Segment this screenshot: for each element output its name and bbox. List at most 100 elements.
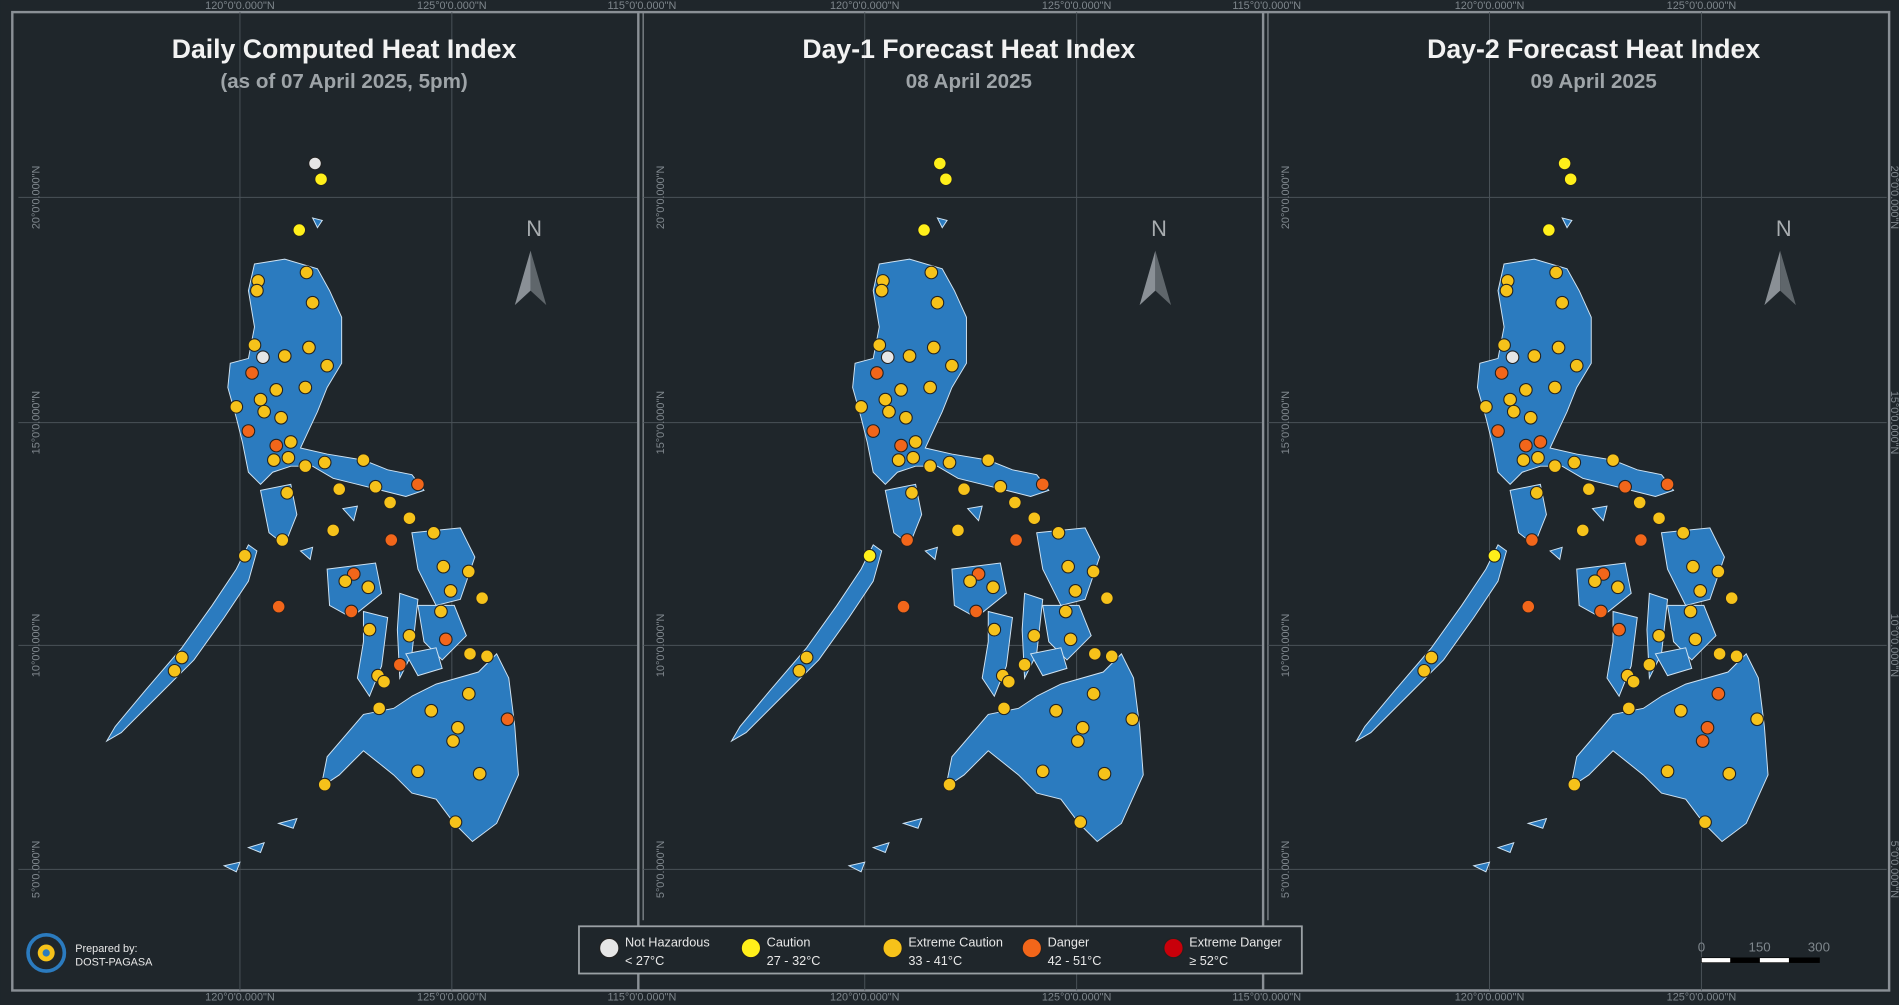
station-dot [1618, 479, 1632, 494]
station-dot [377, 674, 391, 689]
station-dot [1693, 584, 1708, 598]
station-dot [361, 580, 376, 595]
scale-bar [1789, 957, 1820, 963]
station-dot [475, 591, 489, 605]
station-dot [1569, 358, 1584, 373]
station-dot [792, 663, 807, 678]
station-dot [256, 350, 270, 365]
credit-org: DOST-PAGASA [75, 956, 153, 968]
legend-label: Caution [767, 935, 811, 950]
station-dot [1424, 650, 1439, 665]
station-dot [900, 533, 914, 547]
station-dot [1698, 815, 1712, 830]
station-dot [1087, 647, 1102, 661]
longitude-label: 115°0'0.000"N [1232, 0, 1301, 12]
longitude-label: 125°0'0.000"N [1667, 0, 1737, 12]
station-dot [1497, 338, 1511, 352]
station-dot [1529, 485, 1544, 500]
station-dot [902, 349, 917, 363]
station-dot [1729, 649, 1744, 664]
station-dot [1712, 647, 1727, 661]
legend-symbol [1021, 937, 1043, 959]
latitude-label: 15°0'0.000"N [655, 391, 667, 455]
station-dot [274, 410, 288, 425]
legend-label: Extreme Caution [908, 935, 1003, 950]
station-dot [383, 495, 397, 510]
island [341, 505, 359, 522]
station-dot [1567, 455, 1582, 470]
station-dot [963, 574, 977, 589]
panel-subtitle: (as of 07 April 2025, 5pm) [220, 70, 467, 93]
station-dot [862, 548, 877, 563]
station-dot [1594, 604, 1608, 619]
station-dot [271, 599, 286, 614]
station-dot [1001, 674, 1016, 689]
map-panel: 120°0'0.000"N 120°0'0.000"N 125°0'0.000"N 1… [1261, 0, 1899, 1004]
island [901, 817, 923, 829]
station-dot [434, 604, 448, 619]
station-dot [344, 604, 359, 619]
credit-label: Prepared by: [75, 943, 137, 955]
frame [11, 10, 1891, 992]
station-dot [1606, 453, 1620, 467]
station-dot [299, 265, 314, 280]
island [871, 841, 890, 854]
longitude-label: 120°0'0.000"N [830, 0, 900, 12]
station-dot [1612, 622, 1626, 637]
latitude-label: 20°0'0.000"N [655, 166, 667, 229]
north-arrow [1780, 250, 1796, 306]
station-dot [1542, 223, 1556, 237]
station-dot [402, 628, 417, 643]
station-dot [1533, 435, 1548, 449]
latitude-label: 15°0'0.000"N [1280, 391, 1292, 455]
island [1496, 841, 1515, 854]
panel-title: Day-1 Forecast Heat Index [802, 34, 1135, 64]
station-dot [280, 485, 295, 500]
north-label: N [1151, 216, 1167, 241]
station-dot [1711, 686, 1726, 701]
island [417, 604, 467, 661]
map-panel: 120°0'0.000"N 120°0'0.000"N 125°0'0.000"N 1… [18, 0, 676, 1004]
station-dot [799, 650, 814, 665]
island [1666, 604, 1717, 661]
station-dot [167, 663, 182, 678]
latitude-label: 5°0'0.000"N [1280, 841, 1292, 898]
station-dot [1686, 559, 1700, 574]
station-dot [951, 523, 965, 538]
station-dot [411, 764, 425, 779]
station-dot [997, 701, 1011, 716]
island [1569, 653, 1769, 843]
station-dot [1086, 564, 1101, 579]
station-dot [317, 777, 332, 792]
station-dot [1555, 295, 1570, 310]
station-dot [305, 295, 320, 310]
island [1549, 546, 1563, 561]
island [227, 258, 425, 497]
station-dot [957, 482, 971, 497]
longitude-label: 120°0'0.000"N [830, 992, 900, 1004]
station-dot [1688, 632, 1703, 647]
station-dot [1621, 701, 1636, 716]
north-label: N [1776, 216, 1792, 241]
latitude-label: 15°0'0.000"N [30, 391, 42, 455]
island [1029, 647, 1068, 677]
station-dot [1104, 649, 1119, 664]
station-dot [384, 533, 399, 547]
station-dot [1652, 628, 1666, 643]
station-dot [1750, 712, 1764, 727]
station-dot [461, 564, 476, 579]
station-dot [1027, 628, 1042, 643]
island [222, 861, 241, 873]
station-dot [292, 223, 307, 237]
station-dot [463, 647, 477, 661]
station-dot [472, 766, 487, 781]
north-arrow [1764, 250, 1781, 306]
longitude-label: 125°0'0.000"N [1042, 992, 1112, 1004]
legend-range: < 27°C [625, 953, 664, 968]
station-dot [1700, 720, 1715, 735]
north-arrow [530, 250, 547, 306]
panel-title: Daily Computed Heat Index [172, 34, 517, 64]
station-dot [894, 383, 908, 397]
station-dot [899, 410, 913, 425]
